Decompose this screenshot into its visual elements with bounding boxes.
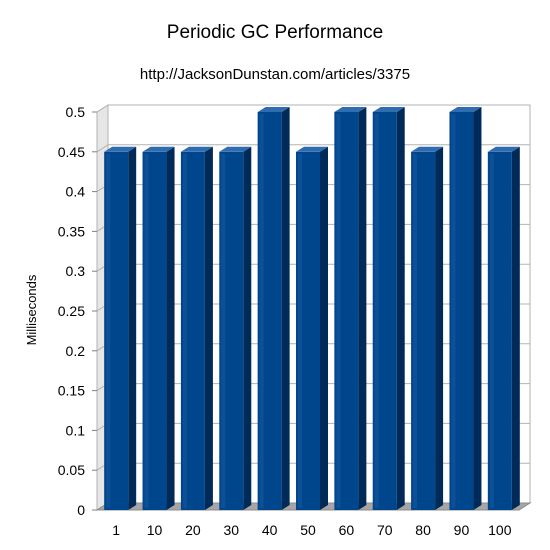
bar-side [204,146,213,511]
bar-top [334,107,367,112]
y-tick-label: 0.35 [58,223,85,239]
bar-highlight [259,114,264,508]
x-tick-label: 80 [415,522,431,538]
bar [142,146,175,511]
x-tick-label: 90 [454,522,470,538]
bar-side [128,146,137,511]
bar-side [281,107,290,510]
x-tick-label: 60 [339,522,355,538]
bar-top [257,107,290,112]
x-tick-label: 70 [377,522,393,538]
x-axis-ticks: 1 10 20 30 40 50 60 70 80 90 100 [112,522,511,538]
y-axis-ticks: 0 0.05 0.1 0.15 0.2 0.25 0.3 0.35 0.4 0.45 0.5 [58,104,97,518]
bar [487,146,520,511]
y-tick-label: 0.5 [66,104,86,120]
bar-top [449,107,482,112]
bar-side [473,107,482,510]
y-tick-label: 0.45 [58,144,85,160]
bar-side [166,146,175,511]
bar-highlight [374,114,379,508]
y-tick-label: 0.25 [58,303,85,319]
bar-top [219,146,252,152]
bar-highlight [451,114,456,508]
bar [219,146,252,511]
chart-title: Periodic GC Performance [166,22,384,43]
bar [257,107,290,510]
bar-top [411,146,444,152]
y-tick-label: 0.3 [66,263,86,279]
bar-highlight [221,153,226,509]
bar-side [435,146,444,511]
y-tick-label: 0.1 [66,422,86,438]
chart-subtitle: http://JacksonDunstan.com/articles/3375 [139,66,411,83]
x-tick-label: 40 [262,522,278,538]
bar-top [180,146,213,152]
y-tick-label: 0.2 [66,343,86,359]
bar-highlight [413,153,418,509]
bar-top [487,146,520,152]
x-tick-label: 10 [147,522,163,538]
bar-top [296,146,328,152]
bar-highlight [336,114,341,508]
bar-top [104,146,137,152]
bar-highlight [182,153,187,509]
bar [296,146,328,511]
x-tick-label: 100 [488,522,512,538]
bar-side [320,146,328,511]
y-axis-label: Milliseconds [24,274,39,345]
bars [104,107,520,511]
x-tick-label: 30 [223,522,239,538]
y-tick-label: 0.05 [58,462,85,478]
bar-side [511,146,520,511]
bar-highlight [106,153,111,509]
x-tick-label: 50 [300,522,316,538]
bar-highlight [489,153,494,509]
bar-highlight [298,153,302,509]
bar-side [396,107,405,510]
bar [334,107,367,510]
bar-side [243,146,252,511]
bar [104,146,137,511]
gridline [96,104,530,113]
bar [180,146,213,511]
bar-highlight [144,153,149,509]
x-tick-label: 1 [112,522,120,538]
y-tick-label: 0 [77,502,85,518]
bar-top [142,146,175,152]
bar [449,107,482,510]
bar-side [358,107,367,510]
y-tick-label: 0.4 [66,184,86,200]
bar [411,146,444,511]
bar [372,107,405,510]
bar-top [372,107,405,112]
y-tick-label: 0.15 [58,383,85,399]
x-tick-label: 20 [185,522,201,538]
